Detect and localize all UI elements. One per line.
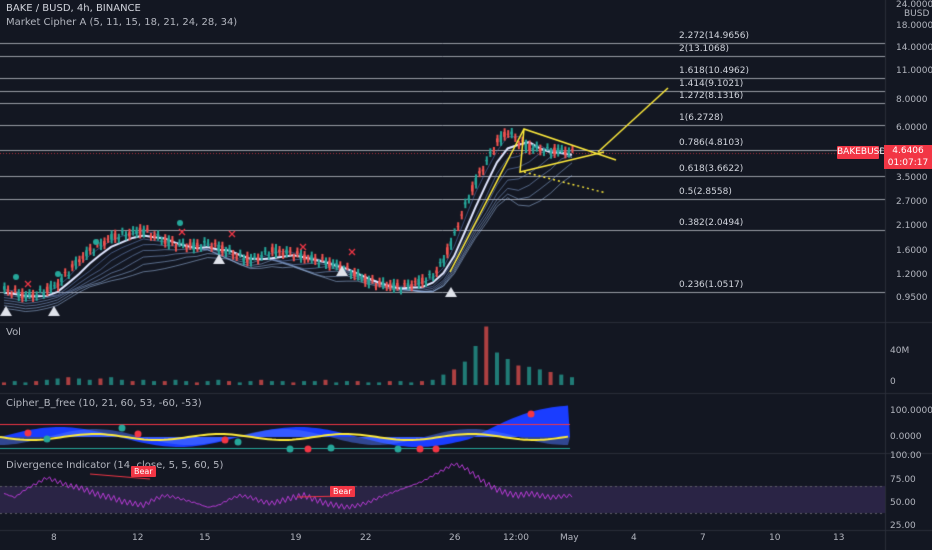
price-axis-tick: 8.0000 xyxy=(896,95,928,105)
price-axis-tick: 2.7000 xyxy=(896,197,928,207)
price-axis-tick: 18.0000 xyxy=(896,21,932,31)
last-price-tag: 4.6406 01:07:17 xyxy=(884,145,932,169)
price-axis-tick: 14.0000 xyxy=(896,43,932,53)
time-axis-label: 7 xyxy=(700,533,706,543)
time-axis-label: 19 xyxy=(290,533,302,543)
price-axis-tick: 1.6000 xyxy=(896,246,928,256)
cipher-axis-tick: 0.0000 xyxy=(890,432,922,442)
cipher-axis-tick: 100.0000 xyxy=(890,406,932,416)
indicator-title: Market Cipher A (5, 11, 15, 18, 21, 24, … xyxy=(6,17,238,28)
bear-divergence-label: Bear xyxy=(131,466,156,477)
fib-level-label: 0.236(1.0517) xyxy=(679,280,744,290)
fib-level-label: 0.618(3.6622) xyxy=(679,164,744,174)
bar-countdown: 01:07:17 xyxy=(887,158,929,168)
time-axis-label: 13 xyxy=(833,533,845,543)
divergence-pane-title: Divergence Indicator (14, close, 5, 5, 6… xyxy=(6,460,224,471)
time-axis-label: 8 xyxy=(51,533,57,543)
price-axis-tick: 1.2000 xyxy=(896,270,928,280)
last-price: 4.6406 xyxy=(892,146,924,156)
divergence-axis-tick: 50.00 xyxy=(890,498,916,508)
time-axis-label: 10 xyxy=(769,533,781,543)
divergence-axis-tick: 75.00 xyxy=(890,475,916,485)
fib-level-label: 1(6.2728) xyxy=(679,113,724,123)
price-axis-top: 24.0000 xyxy=(896,0,932,10)
volume-axis-tick: 0 xyxy=(890,377,896,387)
price-axis-tick: 2.1000 xyxy=(896,221,928,231)
divergence-axis-tick: 25.00 xyxy=(890,521,916,531)
cipher-pane-title: Cipher_B_free (10, 21, 60, 53, -60, -53) xyxy=(6,398,202,409)
time-axis-label: 12:00 xyxy=(503,533,529,543)
price-axis-currency: BUSD xyxy=(904,9,930,19)
price-axis-tick: 0.9500 xyxy=(896,293,928,303)
time-axis-label: 26 xyxy=(449,533,461,543)
volume-pane-title: Vol xyxy=(6,327,21,338)
fib-level-label: 0.5(2.8558) xyxy=(679,187,732,197)
symbol-title: BAKE / BUSD, 4h, BINANCE xyxy=(6,3,141,14)
time-axis-label: 15 xyxy=(199,533,211,543)
bear-divergence-label: Bear xyxy=(330,486,355,497)
volume-axis-tick: 40M xyxy=(890,346,910,356)
time-axis-label: 12 xyxy=(132,533,144,543)
symbol-price-badge: BAKEBUSD xyxy=(837,146,887,159)
fib-level-label: 2(13.1068) xyxy=(679,44,729,54)
price-axis-tick: 11.0000 xyxy=(896,66,932,76)
fib-level-label: 0.382(2.0494) xyxy=(679,218,744,228)
time-axis-label: 22 xyxy=(360,533,372,543)
fib-level-label: 1.618(10.4962) xyxy=(679,66,750,76)
fib-level-label: 2.272(14.9656) xyxy=(679,31,750,41)
time-axis-label: 4 xyxy=(631,533,637,543)
fib-level-label: 1.272(8.1316) xyxy=(679,91,744,101)
price-axis-tick: 3.5000 xyxy=(896,173,928,183)
time-axis-label: May xyxy=(560,533,579,543)
fib-level-label: 0.786(4.8103) xyxy=(679,138,744,148)
fib-level-label: 1.414(9.1021) xyxy=(679,79,744,89)
divergence-axis-tick: 100.00 xyxy=(890,451,922,461)
price-axis-tick: 6.0000 xyxy=(896,123,928,133)
